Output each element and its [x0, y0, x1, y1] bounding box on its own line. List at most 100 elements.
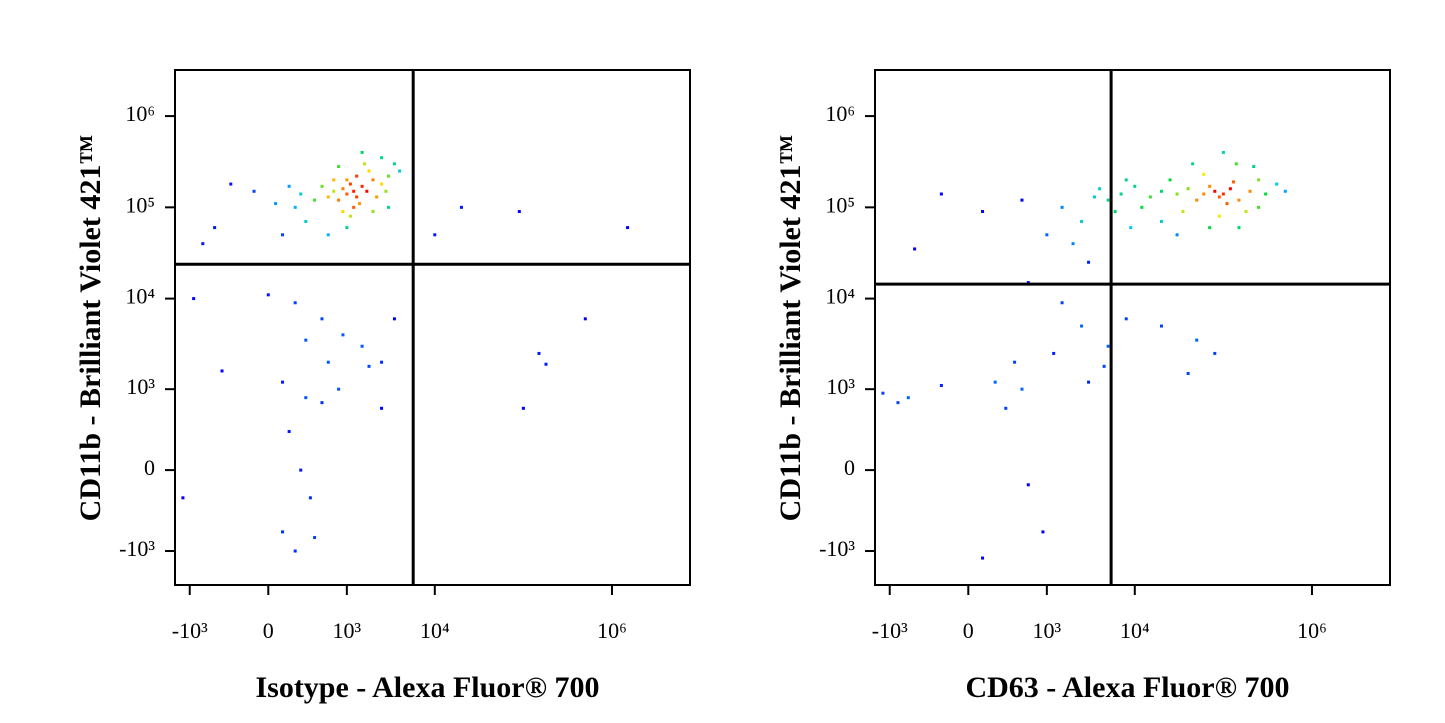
event-dot — [348, 214, 352, 218]
event-dot — [201, 242, 205, 246]
event-dot — [332, 189, 336, 193]
event-dot — [320, 401, 324, 405]
event-dot — [1252, 165, 1256, 169]
event-dot — [1045, 233, 1049, 237]
event-dot — [274, 202, 278, 206]
event-dot — [320, 317, 324, 321]
event-dot — [1140, 205, 1144, 209]
event-dot — [1275, 182, 1279, 186]
event-dot — [1202, 172, 1206, 176]
event-dot — [313, 536, 317, 540]
event-dot — [1208, 184, 1212, 188]
event-dot — [993, 380, 997, 384]
event-dot — [1020, 387, 1024, 391]
x-tick-label: 10⁴ — [420, 618, 450, 643]
event-dot — [387, 205, 391, 209]
event-dot — [583, 317, 587, 321]
y-tick-label: 10⁴ — [825, 284, 855, 309]
event-dot — [281, 380, 285, 384]
x-tick-label: 10⁶ — [1297, 618, 1327, 643]
event-dot — [252, 189, 256, 193]
event-dot — [433, 233, 437, 237]
event-dot — [1217, 214, 1221, 218]
event-dot — [1186, 371, 1190, 375]
event-dot — [299, 192, 303, 196]
event-dot — [337, 198, 341, 202]
event-dot — [1026, 483, 1030, 487]
event-dot — [326, 233, 330, 237]
event-dot — [341, 210, 345, 214]
plot-frame — [874, 69, 1391, 586]
x-axis-label: CD63 - Alexa Fluor® 700 — [965, 671, 1289, 704]
event-dot — [371, 178, 375, 182]
event-dot — [1124, 178, 1128, 182]
event-dot — [367, 169, 371, 173]
event-dot — [355, 174, 359, 178]
event-dot — [1234, 162, 1238, 166]
event-dot — [1221, 192, 1225, 196]
event-dot — [1283, 189, 1287, 193]
event-dot — [1133, 184, 1137, 188]
event-dot — [281, 530, 285, 534]
x-tick-label: 10³ — [1033, 618, 1062, 643]
x-tick-label: 10⁴ — [1120, 618, 1150, 643]
event-dot — [304, 396, 308, 400]
event-dot — [1071, 242, 1075, 246]
event-dot — [1102, 364, 1106, 368]
event-dot — [1106, 344, 1110, 348]
event-dot — [939, 192, 943, 196]
event-dot — [345, 178, 349, 182]
event-dot — [1186, 187, 1190, 191]
event-dot — [544, 362, 548, 366]
y-tick-label: 10³ — [126, 374, 155, 399]
event-dot — [332, 178, 336, 182]
event-dot — [1129, 226, 1133, 230]
y-tick-label: -10³ — [819, 536, 855, 561]
event-dot — [1124, 317, 1128, 321]
event-dot — [1159, 219, 1163, 223]
event-dot — [299, 468, 303, 472]
event-dot — [906, 396, 910, 400]
event-dot — [1080, 219, 1084, 223]
event-dot — [1221, 150, 1225, 154]
event-dot — [293, 301, 297, 305]
event-dot — [1106, 198, 1110, 202]
y-axis-label: CD11b - Brilliant Violet 421™ — [74, 135, 107, 522]
event-dot — [1026, 281, 1030, 285]
y-tick-label: 10⁶ — [125, 101, 155, 126]
event-dot — [192, 297, 196, 301]
event-dot — [517, 210, 521, 214]
event-dot — [308, 496, 312, 500]
event-dot — [1080, 324, 1084, 328]
event-dot — [1244, 210, 1248, 214]
event-dot — [313, 198, 317, 202]
event-dot — [371, 210, 375, 214]
event-dot — [287, 184, 291, 188]
event-dot — [1202, 192, 1206, 196]
event-dot — [881, 391, 885, 395]
event-dot — [1237, 226, 1241, 230]
event-dot — [1092, 195, 1096, 199]
panel: -10³ 0 10³ 10⁴ 10⁶ -10³ 0 10³ 10⁴ 10⁵ 10⁶ CD63 - Al… — [774, 69, 1391, 704]
event-dot — [1098, 187, 1102, 191]
event-dot — [1041, 530, 1045, 534]
event-dot — [1087, 260, 1091, 264]
x-tick-label: 10³ — [333, 618, 362, 643]
event-dot — [1175, 192, 1179, 196]
event-dot — [337, 165, 341, 169]
event-dot — [213, 226, 217, 230]
event-dot — [293, 549, 297, 553]
event-dot — [1087, 380, 1091, 384]
event-dot — [341, 333, 345, 337]
event-dot — [1237, 198, 1241, 202]
event-dot — [392, 162, 396, 166]
event-dot — [357, 202, 361, 206]
event-dot — [367, 364, 371, 368]
panel: -10³ 0 10³ 10⁴ 10⁶ -10³ 0 10³ 10⁴ 10⁵ 10⁶ Isotype -… — [74, 69, 691, 704]
event-dot — [939, 384, 943, 388]
event-dot — [1213, 351, 1217, 355]
event-dot — [220, 369, 224, 373]
event-dot — [304, 338, 308, 342]
event-dot — [1013, 360, 1017, 364]
